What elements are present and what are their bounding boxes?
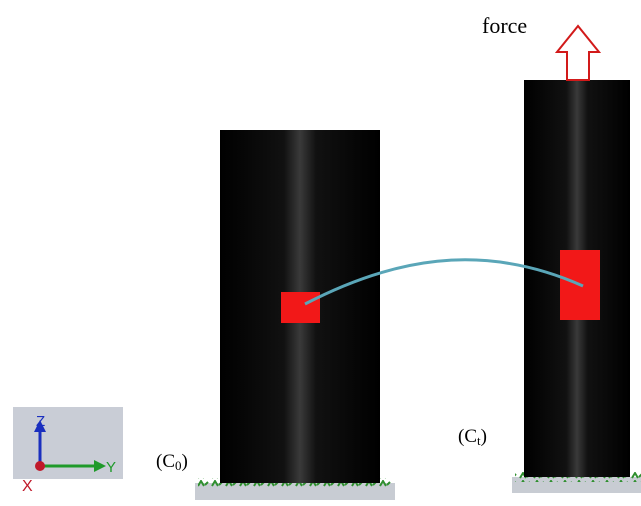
state-close: ) [182,451,188,472]
force-label: force [482,13,527,38]
state-close: ) [481,426,487,447]
diagram: Z Y X force (C0) (Ct) [0,0,641,506]
state-label: (Ct) [458,426,487,448]
z-label: Z [36,413,45,430]
state-text: (C [156,451,175,472]
force-arrow [557,26,599,80]
state-text: (C [458,426,477,447]
x-label: X [22,478,33,495]
state-label: (C0) [156,451,188,473]
marker [281,292,320,323]
x-axis [35,461,45,471]
y-label: Y [106,459,116,476]
